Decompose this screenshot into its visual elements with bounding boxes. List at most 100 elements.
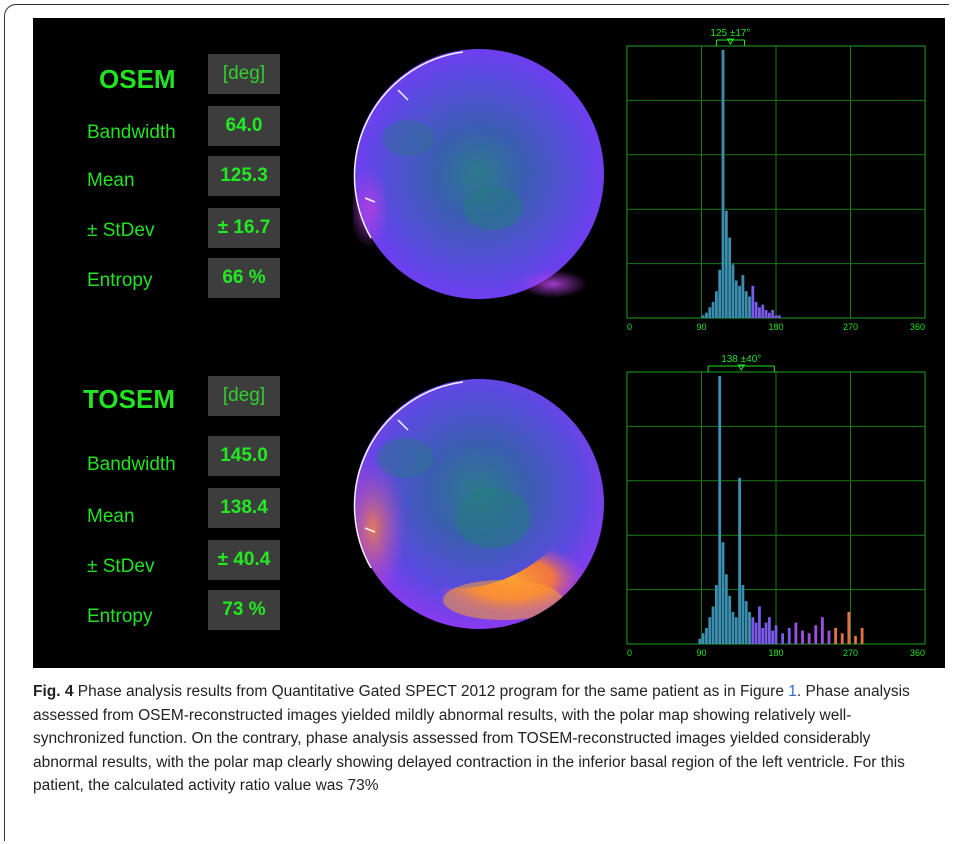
histogram-bar [834, 627, 838, 644]
x-tick-label: 0 [627, 648, 632, 658]
histogram-bar [847, 611, 851, 644]
histogram-bar [820, 617, 824, 644]
histogram-bar [741, 275, 745, 318]
figure-frame [4, 4, 949, 841]
histogram-bar [754, 301, 758, 318]
entropy-value: 66 % [208, 258, 280, 298]
caption-text: . Phase analysis assessed from OSEM-reco… [33, 683, 910, 794]
unit-box: [deg] [208, 376, 280, 416]
tosem-block: TOSEM [deg] Bandwidth 145.0 Mean 138.4 ±… [33, 344, 945, 666]
histogram-bars [701, 50, 781, 318]
histogram-bar [711, 606, 715, 644]
histogram-bar [854, 635, 857, 644]
histogram-bar [718, 376, 722, 644]
bandwidth-value: 145.0 [208, 436, 280, 476]
histogram-bar [767, 617, 771, 644]
x-tick-label: 90 [696, 648, 706, 658]
stdev-label: ± StDev [87, 220, 155, 241]
entropy-value: 73 % [208, 590, 280, 630]
histogram-bar [705, 312, 708, 318]
histogram-bar [771, 309, 775, 318]
histogram-ticks: 0 90 180 270 360 [627, 648, 925, 658]
histogram-bar [734, 280, 738, 318]
histogram-bar [794, 622, 798, 644]
histogram-bar [701, 633, 705, 644]
histogram-bar [708, 617, 712, 644]
histogram-bar [754, 622, 758, 644]
histogram-bar [738, 477, 741, 644]
histogram-bar [738, 285, 741, 318]
histogram-bar [744, 291, 748, 318]
histogram-bar [751, 617, 755, 644]
histogram-bar [724, 210, 728, 318]
histogram-bar [774, 625, 778, 644]
histogram-bar [731, 264, 735, 318]
histogram-bars [698, 376, 864, 644]
histogram-bar [701, 315, 705, 318]
histogram-bar [728, 237, 732, 318]
histogram-bar [807, 633, 811, 644]
histogram-bar [781, 633, 785, 644]
histogram-bar [758, 606, 761, 644]
mean-marker [726, 38, 735, 45]
histogram-bar [708, 307, 712, 318]
histogram-mean-bracket [707, 364, 775, 372]
histogram-bar [728, 595, 732, 644]
caption-text: Phase analysis results from Quantitative… [73, 683, 789, 700]
histogram-ticks: 0 90 180 270 360 [627, 322, 925, 332]
stdev-value: ± 40.4 [208, 540, 280, 580]
x-tick-label: 180 [768, 322, 783, 332]
x-tick-label: 270 [843, 322, 858, 332]
mean-value: 125.3 [208, 156, 280, 196]
osem-block: OSEM [deg] Bandwidth 64.0 Mean 125.3 ± S… [33, 18, 945, 340]
histogram-bar [731, 611, 735, 644]
x-tick-label: 0 [627, 322, 632, 332]
method-title: OSEM [99, 64, 176, 94]
histogram-bar [721, 50, 725, 318]
mean-value: 138.4 [208, 488, 280, 528]
stdev-label: ± StDev [87, 556, 155, 577]
histogram-grid [626, 45, 926, 319]
osem-phase-histogram: 0 90 180 270 360 125 ±17° [626, 28, 926, 332]
entropy-label: Entropy [87, 270, 153, 291]
histogram-bar [787, 627, 791, 644]
x-tick-label: 360 [910, 648, 925, 658]
histogram-bar [767, 312, 771, 318]
histogram-bar [761, 627, 765, 644]
histogram-bar [714, 291, 718, 318]
histogram-annotation: 125 ±17° [710, 28, 750, 39]
histogram-bar [774, 315, 778, 318]
histogram-bar [734, 617, 738, 644]
histogram-bar [711, 301, 715, 318]
caption-label: Fig. 4 [33, 683, 74, 700]
bandwidth-label: Bandwidth [87, 454, 176, 475]
histogram-bar [860, 627, 864, 644]
histogram-bar [744, 601, 748, 644]
method-title: TOSEM [83, 384, 175, 414]
bandwidth-value: 64.0 [208, 106, 280, 146]
histogram-grid [626, 371, 926, 645]
figure-reference-link[interactable]: 1 [788, 683, 797, 700]
bandwidth-label: Bandwidth [87, 122, 176, 143]
histogram-bar [741, 585, 745, 644]
histogram-bar [827, 630, 831, 644]
histogram-bar [814, 625, 818, 644]
x-tick-label: 360 [910, 322, 925, 332]
x-tick-label: 270 [843, 648, 858, 658]
histogram-bar [777, 315, 781, 318]
histogram-bar [698, 638, 702, 644]
histogram-mean-bracket [715, 38, 746, 46]
x-tick-label: 180 [768, 648, 783, 658]
unit-box: [deg] [208, 54, 280, 94]
histogram-bar [801, 630, 804, 644]
histogram-bar [721, 542, 725, 644]
histogram-bar [718, 269, 722, 318]
mean-marker [737, 364, 746, 371]
osem-polar-map [353, 49, 604, 299]
histogram-bar [714, 585, 718, 644]
histogram-bar [764, 622, 768, 644]
histogram-bar [771, 630, 775, 644]
histogram-bar [840, 633, 844, 644]
mean-label: Mean [87, 506, 135, 527]
figure-image: OSEM [deg] Bandwidth 64.0 Mean 125.3 ± S… [33, 18, 945, 668]
